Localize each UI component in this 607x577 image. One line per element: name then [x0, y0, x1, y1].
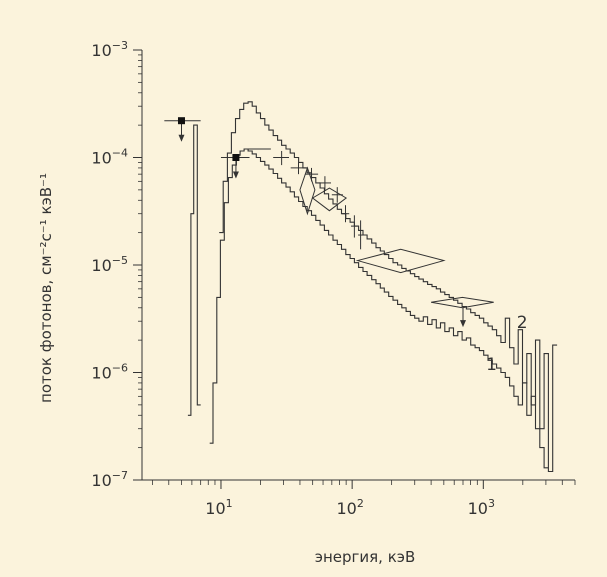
upper-limit-marker [232, 154, 240, 161]
x-tick-label: 101 [205, 497, 232, 518]
y-tick-label: 10−3 [91, 39, 128, 60]
series-group [187, 101, 558, 473]
spectrum-box [299, 166, 316, 216]
series-annotation: 2 [517, 313, 528, 333]
data-marks [164, 117, 494, 328]
spectrum-box [431, 296, 494, 309]
upper-limit-arrowhead [178, 134, 185, 142]
x-tick-label: 103 [468, 497, 495, 518]
annotations: 12 [486, 313, 528, 375]
upper-limit-arrowhead [232, 171, 239, 179]
y-tick-label: 10−7 [91, 469, 128, 490]
series-annotation: 1 [486, 355, 497, 375]
y-tick-label: 10−5 [91, 254, 128, 275]
x-axis-label: энергия, кэВ [314, 548, 416, 566]
ticks: 10−3 10−4 10−5 10−6 10−7 101 102 103 [91, 39, 576, 518]
y-tick-label: 10−6 [91, 362, 128, 383]
x-tick-label: 102 [336, 497, 363, 518]
spectrum-box [311, 187, 348, 212]
series-line [219, 101, 558, 473]
spectrum-box [355, 248, 446, 274]
series-line [187, 124, 201, 416]
box-arrowhead [459, 320, 466, 328]
series-line [209, 148, 549, 469]
y-axis-label: поток фотонов, см⁻²с⁻¹ кэВ⁻¹ [37, 173, 55, 403]
upper-limit-marker [177, 117, 185, 125]
y-tick-label: 10−4 [91, 147, 128, 168]
